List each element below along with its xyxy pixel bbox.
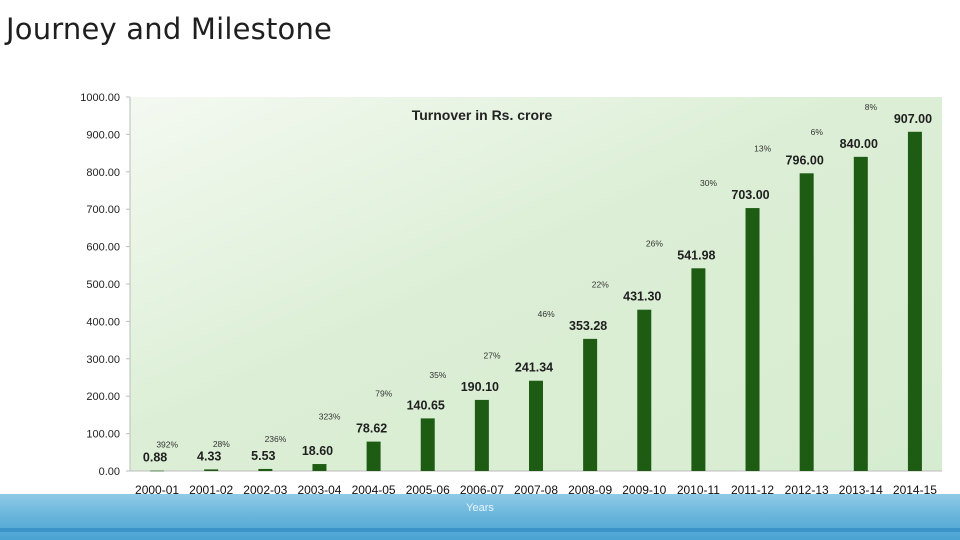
value-label: 140.65 xyxy=(407,398,445,412)
x-tick-label: 2000-01 xyxy=(135,483,179,497)
x-tick-label: 2012-13 xyxy=(785,483,829,497)
growth-label: 392% xyxy=(156,439,178,449)
bar-2003-04 xyxy=(312,464,327,471)
bar-2004-05 xyxy=(366,441,381,471)
growth-label: 6% xyxy=(811,127,824,137)
value-label: 190.10 xyxy=(461,380,499,394)
growth-label: 30% xyxy=(700,178,717,188)
growth-label: 46% xyxy=(538,309,555,319)
x-tick-label: 2003-04 xyxy=(297,483,341,497)
bar-2014-15 xyxy=(907,131,922,472)
x-tick-label: 2011-12 xyxy=(731,483,774,497)
growth-label: 13% xyxy=(754,143,771,153)
growth-label: 323% xyxy=(319,412,341,422)
chart-title: Turnover in Rs. crore xyxy=(412,107,553,123)
growth-label: 27% xyxy=(483,351,500,361)
y-tick-label: 200.00 xyxy=(86,391,120,403)
growth-label: 28% xyxy=(213,439,230,449)
growth-label: 79% xyxy=(375,388,392,398)
value-label: 241.34 xyxy=(515,361,553,375)
growth-label: 35% xyxy=(429,370,446,380)
growth-label: 8% xyxy=(865,102,878,112)
y-tick-label: 500.00 xyxy=(86,279,120,291)
value-label: 4.33 xyxy=(197,449,221,463)
footer-band xyxy=(0,494,960,540)
value-label: 0.88 xyxy=(143,451,167,465)
bar-2008-09 xyxy=(583,338,598,471)
value-label: 840.00 xyxy=(840,137,878,151)
value-label: 78.62 xyxy=(356,422,387,436)
slide-title: Journey and Milestone xyxy=(6,12,333,46)
x-tick-label: 2013-14 xyxy=(839,483,883,497)
growth-label: 236% xyxy=(265,434,287,444)
x-tick-label: 2008-09 xyxy=(568,483,612,497)
footer-line xyxy=(0,528,960,532)
growth-label: 26% xyxy=(646,238,663,248)
value-label: 907.00 xyxy=(894,112,932,126)
y-tick-label: 800.00 xyxy=(86,167,120,179)
value-label: 796.00 xyxy=(786,153,824,167)
bar-2002-03 xyxy=(258,468,273,471)
value-label: 18.60 xyxy=(302,444,333,458)
x-tick-label: 2005-06 xyxy=(406,483,450,497)
value-label: 5.53 xyxy=(251,449,275,463)
value-label: 703.00 xyxy=(731,188,769,202)
growth-label: 22% xyxy=(592,280,609,290)
bar-2010-11 xyxy=(691,268,706,471)
y-tick-label: 600.00 xyxy=(86,242,120,254)
bar-2011-12 xyxy=(745,208,760,471)
y-tick-label: 1000.00 xyxy=(80,92,120,104)
x-tick-label: 2004-05 xyxy=(352,483,396,497)
y-tick-label: 100.00 xyxy=(86,429,120,441)
bar-2001-02 xyxy=(204,469,219,471)
value-label: 541.98 xyxy=(677,248,715,262)
x-tick-label: 2002-03 xyxy=(243,483,287,497)
x-tick-label: 2014-15 xyxy=(893,483,937,497)
x-tick-label: 2001-02 xyxy=(189,483,233,497)
y-tick-label: 400.00 xyxy=(86,316,120,328)
bar-2006-07 xyxy=(474,399,489,471)
y-tick-label: 300.00 xyxy=(86,354,120,366)
value-label: 353.28 xyxy=(569,319,607,333)
bar-2012-13 xyxy=(799,173,814,471)
y-tick-label: 700.00 xyxy=(86,204,120,216)
bar-2007-08 xyxy=(529,380,543,471)
x-tick-label: 2006-07 xyxy=(460,483,504,497)
x-tick-label: 2009-10 xyxy=(622,483,666,497)
y-tick-label: 0.00 xyxy=(99,466,120,478)
bar-2000-01 xyxy=(150,470,165,472)
value-label: 431.30 xyxy=(623,290,661,304)
bar-2013-14 xyxy=(853,156,868,471)
y-tick-label: 900.00 xyxy=(86,129,120,141)
x-axis-title: Years xyxy=(466,502,494,514)
x-tick-label: 2007-08 xyxy=(514,483,558,497)
bar-2009-10 xyxy=(637,309,652,471)
x-tick-label: 2010-11 xyxy=(677,483,720,497)
bar-2005-06 xyxy=(420,418,435,471)
